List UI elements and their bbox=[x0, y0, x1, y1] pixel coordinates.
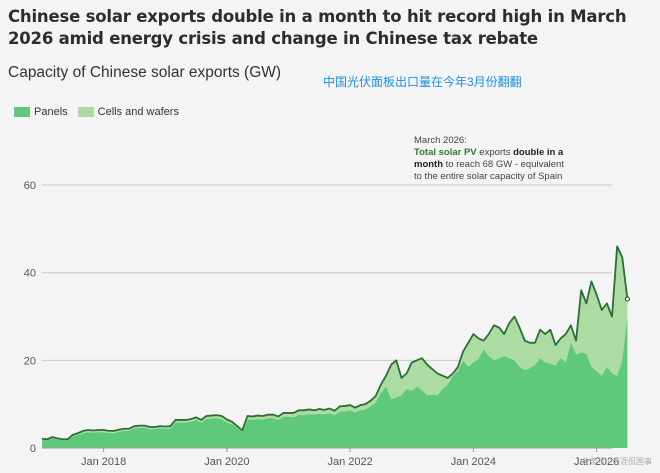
annotation-text-b: to reach 68 GW - equivalent bbox=[443, 159, 564, 170]
x-tick-1: Jan 2020 bbox=[204, 456, 249, 468]
x-tick-2: Jan 2022 bbox=[327, 456, 372, 468]
legend-swatch-panels bbox=[14, 107, 30, 117]
annotation-bold-2: month bbox=[414, 159, 444, 170]
y-tick-40: 40 bbox=[24, 268, 36, 280]
annotation-bold-1: double in a bbox=[513, 147, 564, 158]
x-tick-0: Jan 2018 bbox=[81, 456, 126, 468]
legend: Panels Cells and wafers bbox=[14, 106, 189, 118]
y-tick-20: 20 bbox=[24, 355, 36, 367]
legend-swatch-cells bbox=[77, 107, 94, 117]
annotation: March 2026: Total solar PV exports doubl… bbox=[414, 135, 614, 183]
legend-item-cells: Cells and wafers bbox=[77, 106, 179, 118]
chinese-note: 中国光伏面板出口量在今年3月份翻翻 bbox=[323, 75, 522, 89]
x-tick-4: Jan 2026 bbox=[574, 456, 619, 468]
annotation-line4: to the entire solar capacity of Spain bbox=[414, 171, 563, 182]
chart-subtitle: Capacity of Chinese solar exports (GW) bbox=[8, 64, 282, 81]
legend-label-cells: Cells and wafers bbox=[97, 106, 179, 118]
watermark: 头条号 / 天涯侃国事 bbox=[581, 457, 652, 466]
legend-label-panels: Panels bbox=[34, 106, 68, 118]
chart-title: Chinese solar exports double in a month … bbox=[8, 7, 627, 48]
y-tick-60: 60 bbox=[24, 180, 36, 192]
annotation-text-a: exports bbox=[476, 147, 514, 158]
area-cells-and-wafers bbox=[42, 246, 628, 441]
area-panels bbox=[42, 316, 628, 448]
peak-marker bbox=[624, 296, 630, 302]
y-tick-0: 0 bbox=[30, 443, 36, 455]
x-tick-3: Jan 2024 bbox=[451, 456, 496, 468]
annotation-line1: March 2026: bbox=[414, 135, 467, 146]
annotation-highlight: Total solar PV bbox=[414, 147, 477, 158]
line-total bbox=[41, 245, 629, 441]
legend-item-panels: Panels bbox=[14, 106, 68, 118]
